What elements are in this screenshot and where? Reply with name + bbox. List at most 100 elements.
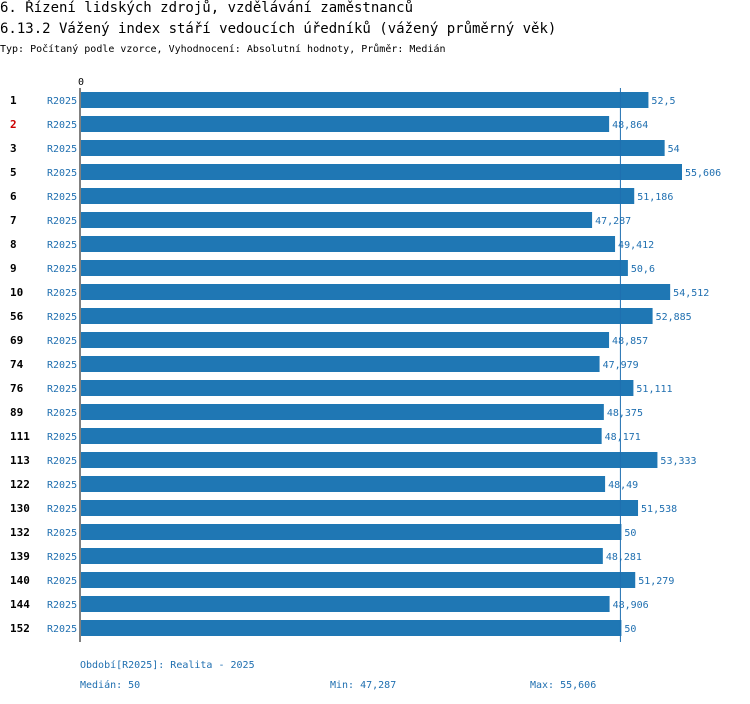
value-label: 54: [668, 144, 680, 155]
row-id: 130: [10, 502, 30, 515]
bar: [81, 356, 600, 372]
bar: [81, 212, 593, 228]
value-label: 48,857: [612, 336, 648, 347]
row-period-label[interactable]: R2025: [47, 264, 77, 275]
bar: [81, 476, 606, 492]
value-label: 51,279: [638, 576, 674, 587]
row-id: 2: [10, 118, 17, 131]
row-period-label[interactable]: R2025: [47, 312, 77, 323]
value-label: 52,885: [656, 312, 692, 323]
value-label: 54,512: [673, 288, 709, 299]
bar: [81, 500, 639, 516]
row-id: 10: [10, 286, 23, 299]
row-id: 74: [10, 358, 24, 371]
value-label: 48,281: [606, 552, 642, 563]
footer-min: Min: 47,287: [330, 680, 397, 691]
row-period-label[interactable]: R2025: [47, 432, 77, 443]
row-id: 152: [10, 622, 30, 635]
row-id: 144: [10, 598, 30, 611]
row-period-label[interactable]: R2025: [47, 480, 77, 491]
footer-median: Medián: 50: [80, 680, 141, 691]
row-period-label[interactable]: R2025: [47, 288, 77, 299]
bar: [81, 524, 622, 540]
row-id: 113: [10, 454, 30, 467]
value-label: 48,864: [612, 120, 648, 131]
bar: [81, 548, 603, 564]
row-period-label[interactable]: R2025: [47, 408, 77, 419]
row-period-label[interactable]: R2025: [47, 168, 77, 179]
row-id: 9: [10, 262, 17, 275]
row-period-label[interactable]: R2025: [47, 504, 77, 515]
row-id: 76: [10, 382, 24, 395]
row-id: 56: [10, 310, 24, 323]
bar: [81, 308, 653, 324]
chart-meta: Typ: Počítaný podle vzorce, Vyhodnocení:…: [0, 44, 446, 55]
bar: [81, 284, 671, 300]
bar: [81, 116, 610, 132]
row-id: 132: [10, 526, 30, 539]
row-period-label[interactable]: R2025: [47, 528, 77, 539]
row-id: 6: [10, 190, 17, 203]
row-period-label[interactable]: R2025: [47, 216, 77, 227]
bar: [81, 260, 628, 276]
bar: [81, 596, 610, 612]
bar: [81, 404, 604, 420]
value-label: 51,186: [637, 192, 673, 203]
row-period-label[interactable]: R2025: [47, 96, 77, 107]
page-title: 6. Řízení lidských zdrojů, vzdělávání za…: [0, 0, 414, 16]
value-label: 48,171: [605, 432, 641, 443]
row-period-label[interactable]: R2025: [47, 120, 77, 131]
bar: [81, 164, 682, 180]
row-id: 69: [10, 334, 23, 347]
value-label: 52,5: [651, 96, 675, 107]
value-label: 47,287: [595, 216, 631, 227]
footer-max: Max: 55,606: [530, 680, 597, 691]
value-label: 48,49: [608, 480, 638, 491]
value-label: 50: [624, 624, 636, 635]
row-id: 7: [10, 214, 17, 227]
row-period-label[interactable]: R2025: [47, 624, 77, 635]
row-id: 139: [10, 550, 30, 563]
axis-zero-tick: 0: [78, 77, 84, 88]
row-period-label[interactable]: R2025: [47, 456, 77, 467]
row-period-label[interactable]: R2025: [47, 360, 77, 371]
row-id: 89: [10, 406, 23, 419]
row-period-label[interactable]: R2025: [47, 240, 77, 251]
bar: [81, 620, 622, 636]
row-period-label[interactable]: R2025: [47, 552, 77, 563]
row-period-label[interactable]: R2025: [47, 600, 77, 611]
value-label: 50: [624, 528, 636, 539]
value-label: 53,333: [660, 456, 696, 467]
row-period-label[interactable]: R2025: [47, 576, 77, 587]
value-label: 55,606: [685, 168, 721, 179]
footer-period: Období[R2025]: Realita - 2025: [80, 660, 255, 671]
row-id: 8: [10, 238, 17, 251]
value-label: 48,906: [613, 600, 649, 611]
row-id: 122: [10, 478, 30, 491]
row-id: 140: [10, 574, 30, 587]
bar: [81, 188, 635, 204]
row-period-label[interactable]: R2025: [47, 384, 77, 395]
value-label: 50,6: [631, 264, 655, 275]
row-id: 5: [10, 166, 17, 179]
bar: [81, 332, 610, 348]
row-period-label[interactable]: R2025: [47, 336, 77, 347]
bar: [81, 140, 665, 156]
chart-title: 6.13.2 Vážený index stáří vedoucích úřed…: [0, 21, 557, 37]
value-label: 48,375: [607, 408, 643, 419]
value-label: 49,412: [618, 240, 654, 251]
bar: [81, 452, 658, 468]
bar: [81, 380, 634, 396]
bar: [81, 572, 636, 588]
value-label: 51,538: [641, 504, 677, 515]
row-period-label[interactable]: R2025: [47, 144, 77, 155]
bar: [81, 92, 649, 108]
bar: [81, 428, 602, 444]
row-id: 3: [10, 142, 17, 155]
value-label: 51,111: [636, 384, 672, 395]
row-id: 111: [10, 430, 30, 443]
row-period-label[interactable]: R2025: [47, 192, 77, 203]
bar: [81, 236, 616, 252]
row-id: 1: [10, 94, 17, 107]
